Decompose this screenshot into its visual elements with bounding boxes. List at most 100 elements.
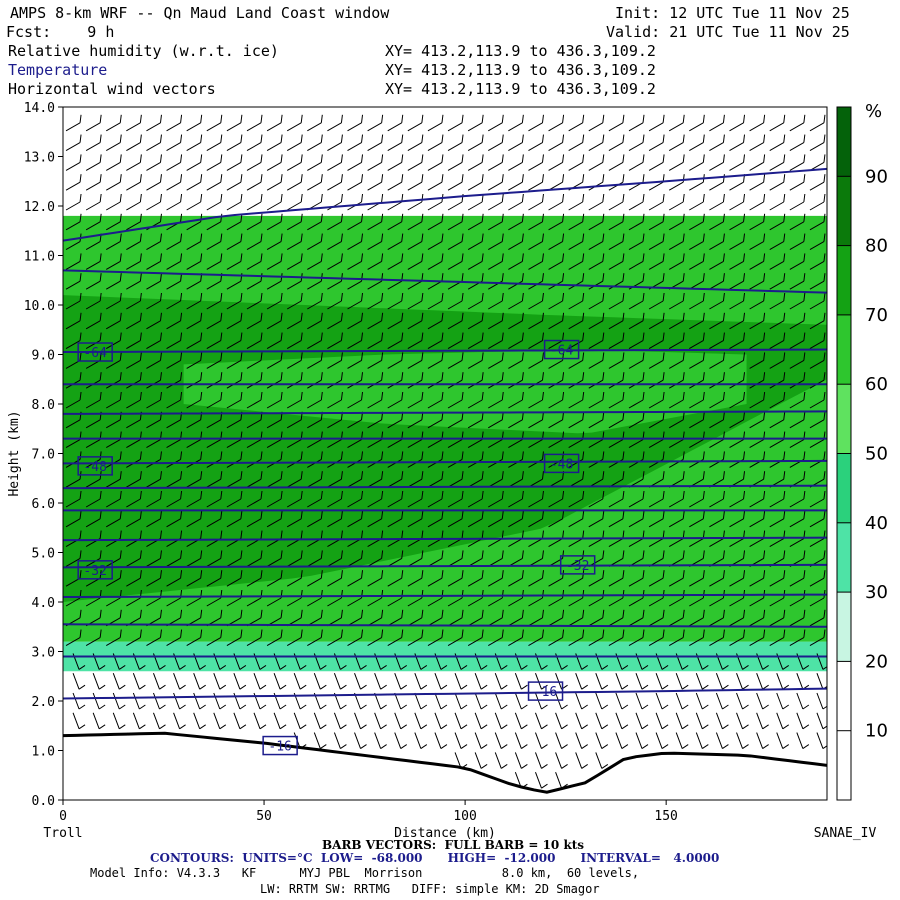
wind-barb [467, 530, 484, 548]
wind-barb [789, 134, 806, 152]
wind-barb [568, 213, 585, 231]
wind-barb [387, 213, 404, 231]
wind-barb [796, 692, 810, 710]
wind-barb [595, 692, 609, 710]
wind-barb [675, 673, 689, 690]
y-tick-label: 13.0 [24, 151, 55, 166]
wind-barb [548, 609, 565, 627]
wind-barb [508, 451, 524, 468]
wind-barb [568, 312, 585, 330]
wind-barb [293, 673, 307, 690]
wind-barb [736, 692, 749, 710]
wind-barb [769, 510, 786, 528]
wind-barb [226, 174, 243, 191]
wind-barb [528, 174, 544, 191]
wind-barb [454, 732, 468, 750]
xy-range-3: XY= 413.2,113.9 to 436.3,109.2 [385, 80, 656, 98]
wind-barb [394, 732, 408, 750]
wind-barb [367, 134, 384, 152]
wind-barb [186, 292, 203, 310]
wind-barb [266, 292, 283, 310]
wind-barb [407, 174, 424, 191]
y-tick-label: 14.0 [24, 101, 55, 116]
wind-barb [467, 609, 484, 627]
wind-barb [809, 510, 826, 528]
wind-barb [367, 629, 384, 647]
wind-barb [668, 253, 685, 270]
wind-barb [655, 692, 669, 710]
wind-barb [367, 233, 384, 251]
wind-barb [226, 253, 243, 270]
wind-barb [166, 233, 183, 251]
wind-barb [173, 673, 186, 690]
wind-barb [286, 550, 303, 567]
wind-barb [387, 233, 404, 251]
wind-barb [407, 134, 424, 152]
y-tick-label: 1.0 [32, 745, 55, 760]
wind-barb [374, 673, 387, 690]
wind-barb [635, 692, 649, 710]
wind-barb [307, 233, 323, 251]
wind-barb [447, 471, 464, 488]
wind-barb [266, 134, 283, 152]
wind-barb [729, 490, 746, 508]
wind-barb [575, 732, 588, 750]
contour-label-box [543, 453, 580, 474]
wind-barb [213, 673, 227, 690]
wind-barb [588, 609, 605, 627]
wind-barb [608, 114, 625, 132]
wind-barb [65, 391, 82, 409]
wind-barb [246, 134, 263, 152]
wind-barb [206, 629, 223, 647]
wind-barb [568, 530, 585, 548]
wind-barb [126, 510, 142, 528]
wind-barb [92, 712, 106, 730]
wind-barb [729, 154, 746, 171]
forecast-hour: Fcst: 9 h [6, 23, 115, 41]
wind-barb [126, 134, 142, 152]
wind-barb [266, 550, 283, 567]
wind-barb [85, 154, 102, 171]
wind-barb [508, 629, 524, 647]
wind-barb [407, 510, 424, 528]
wind-barb [347, 253, 364, 270]
wind-barb [186, 312, 203, 330]
temperature-contour [63, 484, 827, 490]
wind-barb [508, 174, 524, 191]
wind-barb [434, 712, 448, 730]
wind-barb [488, 193, 504, 211]
wind-barb [266, 253, 283, 270]
wind-barb [407, 114, 424, 132]
wind-barb [668, 629, 685, 647]
wind-barb [186, 154, 203, 171]
wind-barb [427, 550, 444, 567]
wind-barb [608, 352, 625, 369]
wind-barb [367, 510, 384, 528]
colorbar-bin [837, 730, 851, 800]
y-tick-label: 10.0 [24, 299, 55, 314]
wind-barb [307, 471, 323, 488]
wind-barb [166, 312, 183, 330]
wind-barb [508, 589, 524, 607]
wind-barb [286, 312, 303, 330]
wind-barb [809, 193, 826, 211]
wind-barb [608, 589, 625, 607]
wind-barb [548, 292, 565, 310]
wind-barb [689, 253, 705, 270]
wind-barb [668, 154, 685, 171]
wind-barb [193, 692, 206, 710]
wind-barb [588, 570, 605, 587]
wind-barb [206, 193, 223, 211]
wind-barb [65, 193, 82, 211]
field-label-wind: Horizontal wind vectors [8, 80, 216, 98]
wind-barb [568, 391, 585, 409]
wind-barb [106, 312, 122, 330]
wind-barb [387, 114, 404, 132]
wind-barb [488, 134, 504, 152]
wind-barb [769, 490, 786, 508]
wind-barb [668, 114, 685, 132]
wind-barb [447, 292, 464, 310]
wind-barb [206, 391, 223, 409]
wind-barb [756, 673, 769, 690]
colorbar-label: 30 [865, 582, 888, 603]
